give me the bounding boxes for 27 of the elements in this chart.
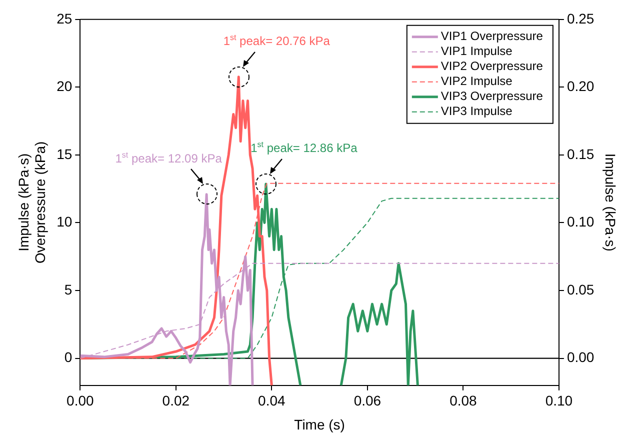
y-tick-label: 15 xyxy=(56,146,72,162)
x-tick-label: 0.04 xyxy=(258,392,286,409)
legend-label: VIP1 Impulse xyxy=(440,44,513,58)
y2-tick-label: 0.10 xyxy=(566,214,594,230)
legend-label: VIP1 Overpressure xyxy=(440,29,544,44)
y-tick-label: 0 xyxy=(64,349,72,366)
x-tick-label: 0.06 xyxy=(354,392,382,409)
y2-tick-label: 0.25 xyxy=(566,10,594,26)
x-tick-label: 0.10 xyxy=(545,392,573,409)
legend-label: VIP3 Impulse xyxy=(440,104,513,118)
x-axis-title: Time (s) xyxy=(294,416,345,432)
y-tick-label: 5 xyxy=(64,281,72,298)
x-tick-label: 0.00 xyxy=(66,392,94,409)
legend-label: VIP2 Impulse xyxy=(440,74,513,88)
legend-label: VIP2 Overpressure xyxy=(440,59,544,74)
y-tick-label: 20 xyxy=(56,78,72,94)
x-tick-label: 0.02 xyxy=(162,392,190,409)
y-tick-label: 10 xyxy=(56,214,72,230)
legend-label: VIP3 Overpressure xyxy=(440,89,544,104)
y2-tick-label: 0.05 xyxy=(566,281,594,298)
y2-axis-title: Impulse (kPa·s) xyxy=(602,153,619,252)
y2-tick-label: 0.00 xyxy=(566,349,594,366)
y2-tick-label: 0.15 xyxy=(566,146,594,162)
y-tick-label: 25 xyxy=(56,10,72,26)
x-tick-label: 0.08 xyxy=(450,392,478,409)
y-axis-title: Impulse (kPa·s) Overpressure (kPa) xyxy=(15,141,48,264)
y2-tick-label: 0.20 xyxy=(566,78,594,94)
